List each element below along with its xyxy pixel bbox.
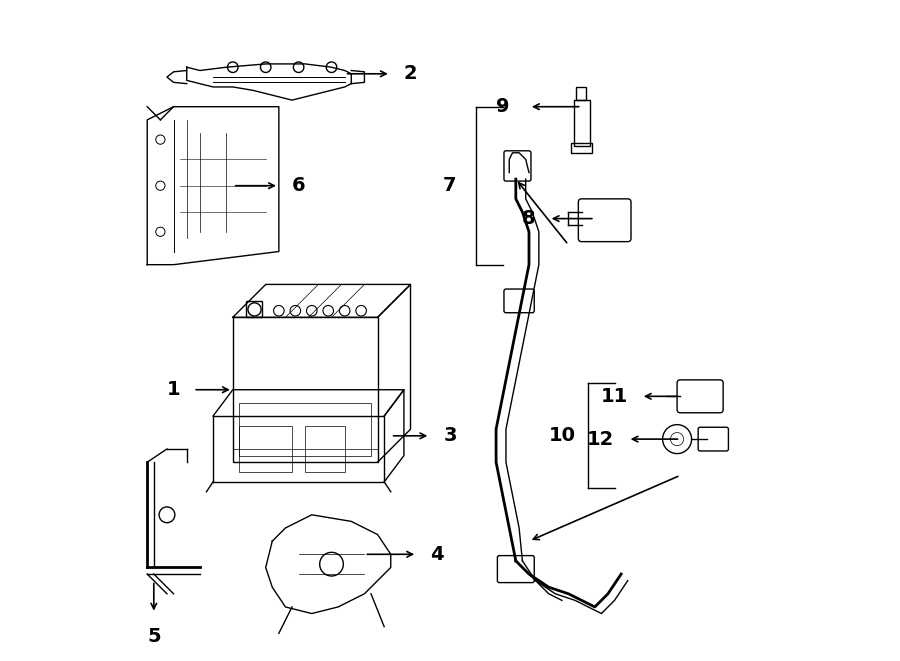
Bar <box>239 426 292 472</box>
Text: 7: 7 <box>443 176 456 195</box>
Bar <box>576 87 586 100</box>
Text: 1: 1 <box>166 380 180 399</box>
Bar <box>239 403 371 455</box>
Text: 3: 3 <box>444 426 457 446</box>
Text: 5: 5 <box>147 627 160 646</box>
Bar <box>572 143 592 153</box>
Bar <box>305 426 345 472</box>
Text: 8: 8 <box>522 209 536 228</box>
Text: 11: 11 <box>600 387 627 406</box>
Text: 2: 2 <box>404 64 418 83</box>
Bar <box>573 100 590 146</box>
Text: 6: 6 <box>292 176 306 195</box>
Bar <box>233 317 378 462</box>
Text: 12: 12 <box>588 430 615 449</box>
Bar <box>246 301 263 317</box>
Text: 9: 9 <box>496 97 509 116</box>
Text: 4: 4 <box>430 545 444 564</box>
Text: 10: 10 <box>548 426 575 446</box>
